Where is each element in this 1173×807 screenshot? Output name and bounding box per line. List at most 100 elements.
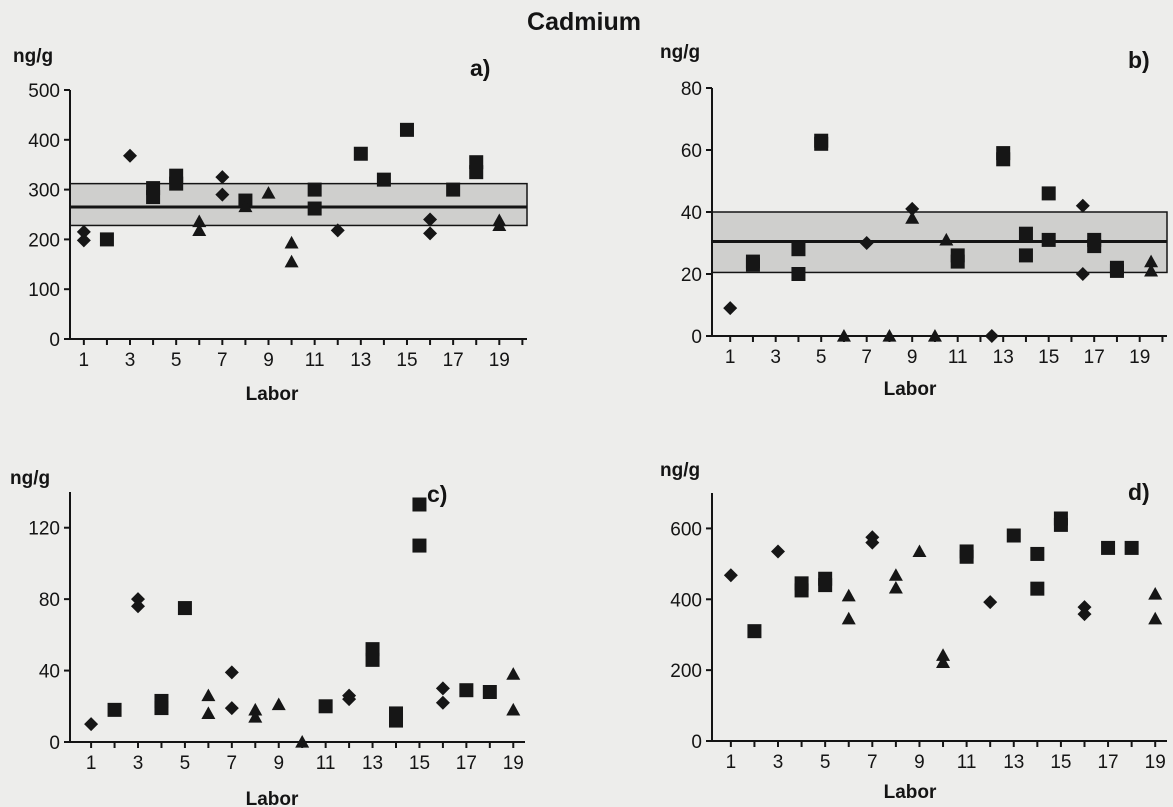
- triangle-point: [912, 544, 927, 558]
- figure-title: Cadmium: [527, 8, 641, 36]
- y-tick-label: 20: [681, 265, 702, 286]
- diamond-point: [224, 665, 239, 680]
- diamond-point: [984, 329, 999, 343]
- diamond-point: [1077, 600, 1092, 615]
- square-point: [318, 699, 333, 714]
- triangle-point: [238, 199, 253, 213]
- y-axis-unit: ng/g: [660, 460, 700, 481]
- x-tick-label: 1: [86, 753, 97, 774]
- triangle-point: [192, 223, 207, 237]
- y-axis-unit: ng/g: [13, 46, 53, 67]
- x-tick-label: 3: [125, 350, 136, 371]
- square-point: [177, 601, 192, 616]
- diamond-point: [224, 701, 239, 716]
- x-tick-label: 17: [443, 350, 464, 371]
- x-tick-label: 13: [350, 350, 371, 371]
- y-tick-label: 600: [670, 519, 702, 540]
- y-tick-label: 0: [691, 732, 702, 753]
- x-tick-label: 1: [79, 350, 90, 371]
- x-tick-label: 5: [171, 350, 182, 371]
- triangle-point: [1144, 254, 1159, 268]
- diamond-point: [423, 226, 438, 241]
- y-tick-label: 60: [681, 141, 702, 162]
- triangle-point: [836, 329, 851, 342]
- square-point: [814, 136, 829, 151]
- square-point: [169, 176, 184, 191]
- square-point: [950, 254, 965, 269]
- square-point: [1006, 528, 1021, 543]
- x-tick-label: 3: [770, 347, 781, 368]
- x-tick-label: 5: [816, 347, 827, 368]
- panel-letter: d): [1128, 479, 1150, 505]
- square-point: [412, 497, 427, 512]
- y-tick-label: 100: [28, 280, 60, 301]
- square-point: [446, 182, 461, 197]
- square-point: [794, 583, 809, 598]
- square-point: [747, 624, 762, 639]
- square-point: [1053, 517, 1068, 532]
- triangle-point: [888, 568, 903, 581]
- y-tick-label: 200: [670, 661, 702, 682]
- x-tick-label: 13: [362, 753, 383, 774]
- square-point: [1041, 186, 1056, 201]
- square-point: [365, 652, 380, 667]
- diamond-point: [905, 201, 920, 216]
- x-tick-label: 15: [409, 753, 430, 774]
- square-point: [745, 257, 760, 272]
- diamond-point: [76, 233, 91, 248]
- diamond-point: [76, 224, 91, 239]
- x-tick-label: 9: [914, 752, 925, 773]
- square-point: [107, 702, 122, 717]
- panel-letter: a): [470, 55, 490, 81]
- x-tick-label: 11: [957, 752, 977, 773]
- triangle-point: [936, 648, 951, 661]
- triangle-point: [506, 667, 521, 680]
- diamond-point: [1075, 198, 1090, 213]
- triangle-point: [1148, 611, 1163, 625]
- triangle-point: [882, 329, 897, 342]
- square-point: [307, 182, 322, 197]
- diamond-point: [84, 717, 99, 732]
- diamond-point: [723, 301, 738, 316]
- x-tick-label: 1: [725, 347, 736, 368]
- y-tick-label: 400: [670, 590, 702, 611]
- square-point: [1109, 263, 1124, 278]
- x-axis-label: Labor: [884, 782, 937, 803]
- x-tick-label: 7: [867, 752, 878, 773]
- square-point: [791, 267, 806, 281]
- y-tick-label: 40: [39, 662, 60, 683]
- triangle-point: [1148, 586, 1163, 600]
- x-tick-label: 19: [503, 753, 524, 774]
- triangle-point: [888, 580, 903, 594]
- panel-letter: c): [427, 481, 447, 507]
- x-tick-label: 17: [1097, 752, 1118, 773]
- triangle-point: [841, 588, 856, 602]
- square-point: [1041, 232, 1056, 247]
- square-point: [99, 232, 114, 247]
- x-tick-label: 1: [726, 752, 737, 773]
- triangle-point: [927, 329, 942, 342]
- x-tick-label: 7: [227, 753, 238, 774]
- triangle-point: [841, 611, 856, 625]
- square-point: [1124, 540, 1139, 555]
- x-tick-label: 17: [1084, 347, 1105, 368]
- y-tick-label: 0: [691, 327, 702, 348]
- triangle-point: [201, 706, 216, 720]
- x-tick-label: 19: [1145, 752, 1166, 773]
- x-axis-label: Labor: [246, 384, 299, 405]
- triangle-point: [939, 232, 954, 246]
- diamond-point: [865, 535, 880, 550]
- square-point: [1030, 581, 1045, 596]
- square-point: [459, 683, 474, 698]
- square-point: [469, 165, 484, 180]
- square-point: [482, 685, 497, 699]
- triangle-point: [271, 697, 286, 711]
- y-tick-label: 300: [28, 181, 60, 202]
- square-point: [154, 701, 169, 716]
- x-tick-label: 9: [273, 753, 284, 774]
- y-tick-label: 0: [49, 733, 60, 754]
- triangle-point: [295, 735, 310, 748]
- square-point: [1087, 239, 1102, 254]
- x-tick-label: 3: [773, 752, 784, 773]
